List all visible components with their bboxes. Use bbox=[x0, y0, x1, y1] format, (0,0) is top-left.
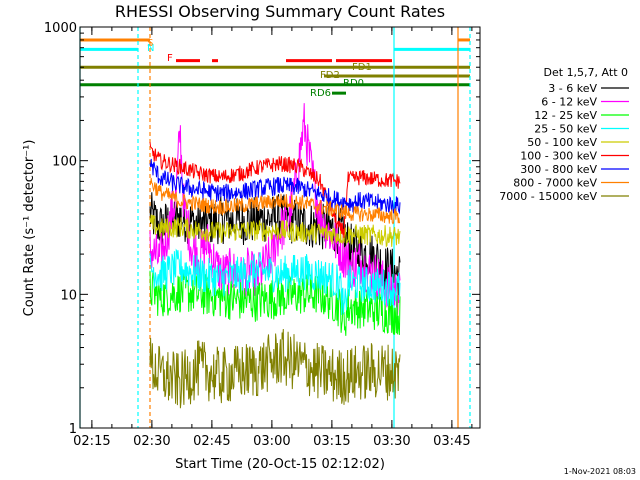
y-axis: 1 10 100 1000 bbox=[44, 21, 480, 437]
y-tick-label: 100 bbox=[52, 155, 77, 170]
series-300-800-kev bbox=[149, 158, 401, 215]
legend-label-25-50-kev: 25 - 50 keV bbox=[534, 123, 597, 136]
y-axis-label: Count Rate (s⁻¹ detector⁻¹) bbox=[22, 140, 37, 317]
series-lines bbox=[149, 103, 401, 409]
flag-label-fd1: FD1 bbox=[352, 62, 372, 73]
legend-label-100-300-kev: 100 - 300 keV bbox=[520, 150, 597, 163]
series-12-25-kev bbox=[149, 270, 401, 336]
flag-label-fd2: FD2 bbox=[320, 70, 340, 81]
x-axis: 02:15 02:30 02:45 03:00 03:15 03:30 03:45 bbox=[73, 27, 473, 449]
y-tick-label: 1 bbox=[69, 422, 77, 437]
plot-frame bbox=[79, 26, 481, 429]
x-tick-label: 02:30 bbox=[133, 434, 170, 449]
x-tick-label: 03:30 bbox=[373, 434, 410, 449]
legend-label-6-12-kev: 6 - 12 keV bbox=[541, 96, 597, 109]
x-axis-label: Start Time (20-Oct-15 02:12:02) bbox=[175, 457, 385, 472]
footer-timestamp: 1-Nov-2021 08:03 bbox=[564, 467, 636, 476]
x-tick-label: 02:45 bbox=[193, 434, 230, 449]
legend-label-12-25-kev: 12 - 25 keV bbox=[534, 109, 597, 122]
flag-label-rd6: RD6 bbox=[310, 88, 331, 99]
legend-label-300-800-kev: 300 - 800 keV bbox=[520, 163, 597, 176]
x-tick-label: 03:45 bbox=[433, 434, 470, 449]
legend-label-3-6-kev: 3 - 6 keV bbox=[548, 82, 597, 95]
y-tick-label: 10 bbox=[60, 288, 77, 303]
chart-title: RHESSI Observing Summary Count Rates bbox=[115, 2, 445, 21]
x-tick-label: 02:15 bbox=[73, 434, 110, 449]
flag-bars: SNFFD1FD2RD0RD6 bbox=[80, 38, 470, 99]
series-25-50-kev bbox=[149, 248, 401, 316]
series-100-300-kev bbox=[149, 142, 401, 238]
flag-label-f: F bbox=[167, 53, 173, 64]
series-6-12-kev bbox=[149, 103, 401, 315]
legend-label-50-100-kev: 50 - 100 keV bbox=[527, 136, 597, 149]
legend-label-7000-15000-kev: 7000 - 15000 keV bbox=[499, 190, 597, 203]
flag-label-n: N bbox=[147, 43, 154, 54]
legend-label-800-7000-kev: 800 - 7000 keV bbox=[513, 177, 597, 190]
flag-label-rd0: RD0 bbox=[343, 78, 364, 89]
x-tick-label: 03:15 bbox=[313, 434, 350, 449]
series-800-7000-kev bbox=[149, 177, 401, 225]
x-tick-label: 03:00 bbox=[253, 434, 290, 449]
legend-title: Det 1,5,7, Att 0 bbox=[544, 66, 628, 79]
y-tick-label: 1000 bbox=[44, 21, 77, 36]
series-50-100-kev bbox=[149, 214, 401, 248]
series-7000-15000-kev bbox=[149, 328, 401, 409]
